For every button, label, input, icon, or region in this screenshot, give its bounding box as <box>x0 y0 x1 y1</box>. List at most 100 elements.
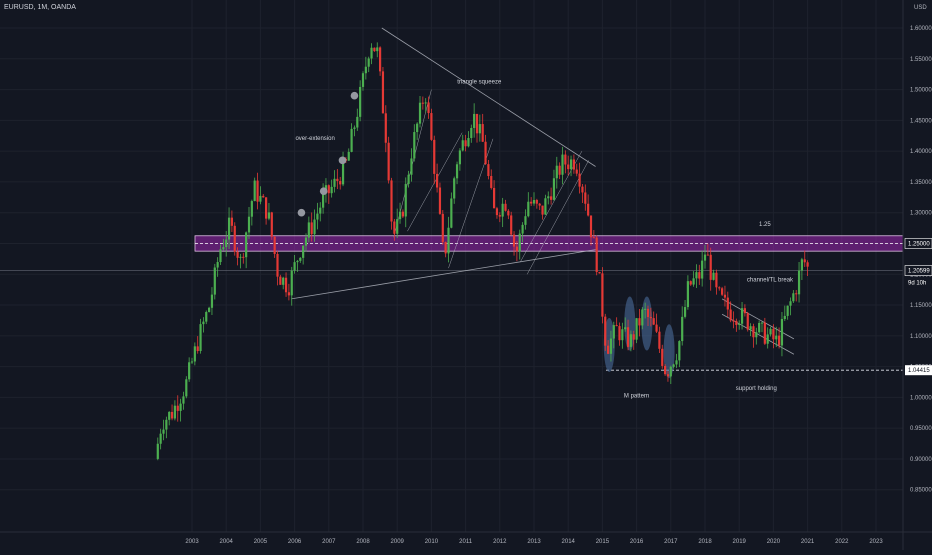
candle-body <box>658 331 661 349</box>
candle-body <box>604 316 607 346</box>
annotation-label: 1.25 <box>759 222 771 228</box>
candle-body <box>709 254 712 280</box>
candle-body <box>236 251 239 258</box>
candle-body <box>692 278 695 285</box>
candle-body <box>282 277 285 285</box>
candle-body <box>182 396 185 404</box>
candle-body <box>290 270 293 296</box>
countdown-tag: 9d 10h <box>908 281 926 287</box>
candle-body <box>735 320 738 325</box>
candle-body <box>524 216 527 225</box>
candle-body <box>706 254 709 256</box>
candle-body <box>213 267 216 295</box>
candle-body <box>339 181 342 185</box>
time-tick-label: 2005 <box>254 539 268 545</box>
candle-body <box>253 180 256 202</box>
candle-body <box>689 281 692 285</box>
annotation-label: triangle squeeze <box>457 79 502 85</box>
candle-body <box>478 124 481 134</box>
m-pattern-oval <box>641 296 653 351</box>
candle-body <box>584 192 587 204</box>
candle-body <box>763 322 766 344</box>
time-tick-label: 2022 <box>835 539 849 545</box>
candle-body <box>589 215 593 238</box>
candle-body <box>193 346 196 362</box>
candle-body <box>205 311 208 322</box>
candle-body <box>353 127 356 129</box>
candle-body <box>453 178 456 199</box>
time-tick-label: 2020 <box>767 539 781 545</box>
candle-body <box>532 199 536 204</box>
candle-body <box>202 321 205 325</box>
candle-body <box>792 293 795 302</box>
price-tick-label: 1.30000 <box>910 211 932 217</box>
candle-body <box>179 403 182 411</box>
candle-body <box>504 203 507 211</box>
candle-body <box>800 259 803 271</box>
candle-body <box>467 138 470 147</box>
candle-body <box>723 294 727 298</box>
candle-body <box>561 154 564 175</box>
marker-dot <box>297 208 306 217</box>
candle-body <box>484 141 487 165</box>
candle-body <box>567 164 570 170</box>
candle-body <box>541 205 544 215</box>
annotation-layer: triangle squeeze over-extension 1.25 channe… <box>295 79 794 399</box>
candle-body <box>381 71 385 114</box>
candle-body <box>749 326 752 330</box>
candle-body <box>256 180 259 202</box>
candle-body <box>450 198 453 228</box>
currency-label: USD <box>914 5 927 11</box>
price-tick-label: 1.00000 <box>910 395 932 401</box>
candle-body <box>672 364 675 367</box>
candle-body <box>441 213 444 243</box>
candle-body <box>319 207 322 214</box>
zone-price-tag-border <box>904 238 932 249</box>
candle-body <box>473 113 476 128</box>
candle-body <box>162 429 165 434</box>
candle-body <box>510 215 513 235</box>
candle-body <box>755 332 758 338</box>
candle-body <box>210 294 214 308</box>
candle-body <box>327 185 330 194</box>
candle-body <box>370 47 373 59</box>
candle-body <box>769 328 772 335</box>
candle-body <box>686 281 689 308</box>
candle-body <box>156 443 159 459</box>
price-tick-label: 1.45000 <box>910 118 932 124</box>
pitchfork-line-4 <box>520 151 583 263</box>
candle-body <box>413 132 416 159</box>
candle-body <box>396 219 399 234</box>
candle-body <box>760 322 764 324</box>
m-pattern-oval <box>663 324 675 379</box>
time-tick-label: 2016 <box>630 539 644 545</box>
candle-body <box>629 334 632 347</box>
countdown-tag-bg <box>905 277 932 288</box>
candle-body <box>475 113 479 134</box>
candle-body <box>675 360 678 365</box>
candle-body <box>572 159 575 170</box>
candle-body <box>262 195 265 198</box>
current-price-tag-bg <box>905 265 932 276</box>
candle-body <box>772 328 775 340</box>
candle-body <box>507 210 510 216</box>
time-tick-label: 2003 <box>185 539 199 545</box>
time-tick-label: 2007 <box>322 539 336 545</box>
candle-body <box>780 319 784 346</box>
time-tick-label: 2010 <box>425 539 439 545</box>
zone-layer <box>0 235 904 379</box>
price-tick-label: 1.55000 <box>910 57 932 63</box>
price-tick-label: 1.35000 <box>910 180 932 186</box>
candle-body <box>196 346 199 352</box>
candle-body <box>726 297 729 310</box>
candle-body <box>661 348 664 366</box>
candle-body <box>615 325 618 327</box>
candle-body <box>293 262 296 271</box>
candle-body <box>387 142 390 181</box>
candle-body <box>664 365 667 375</box>
candle-body <box>626 327 630 347</box>
candle-body <box>641 309 644 326</box>
candle-body <box>775 335 778 340</box>
